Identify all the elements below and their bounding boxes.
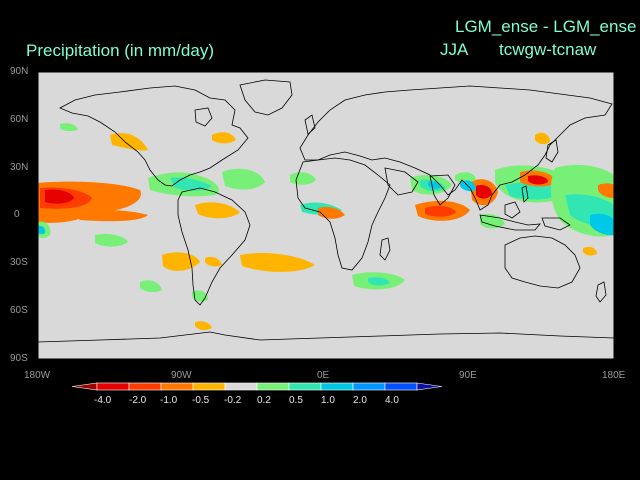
- anomaly-s-pacific-dry-2: [195, 321, 212, 331]
- anomaly-japan-dry: [535, 132, 550, 145]
- anomaly-gulf-guinea-dry: [318, 206, 345, 219]
- colorbar-arrow-right: [416, 382, 443, 391]
- lon-label-180e: 180E: [602, 370, 626, 381]
- coast-south-america: [177, 187, 251, 306]
- anomaly-s-pacific-wet: [95, 233, 128, 247]
- anomaly-coral-sea-dry: [583, 246, 597, 256]
- colorbar-swatch-10: [384, 382, 418, 391]
- coast-borneo: [504, 201, 521, 219]
- colorbar-swatch-1: [96, 382, 130, 391]
- lon-label-180w: 180W: [24, 370, 51, 381]
- lat-label-60n: 60N: [10, 114, 29, 125]
- coast-new-guinea: [541, 217, 571, 231]
- colorbar-label-6: 0.2: [257, 395, 271, 406]
- anomaly-w-pacific-edge-blue: [38, 225, 46, 235]
- anomaly-w-pacific-blue: [590, 213, 614, 236]
- colorbar-swatch-8: [320, 382, 354, 391]
- anomaly-s-atlantic-dry: [240, 253, 315, 272]
- lon-label-90w: 90W: [171, 370, 192, 381]
- coast-new-zealand: [595, 281, 607, 303]
- anomaly-s-pacific-dry: [162, 252, 200, 271]
- lon-label-0e: 0E: [317, 370, 330, 381]
- coast-antarctica: [38, 331, 614, 343]
- coast-australia: [504, 235, 581, 289]
- colorbar-swatch-5: [224, 382, 258, 391]
- lat-label-90s: 90S: [10, 353, 28, 364]
- anomaly-east-asia-core: [528, 175, 548, 185]
- colorbar-label-5: -0.2: [224, 395, 242, 406]
- experiment-label: tcwgw-tcnaw: [499, 40, 597, 59]
- colorbar-label-1: -4.0: [94, 395, 112, 406]
- precip-anomaly-layer: [38, 123, 614, 331]
- colorbar-label-3: -1.0: [160, 395, 178, 406]
- coast-hudson-bay: [194, 107, 213, 127]
- map-title-right: LGM_ense - LGM_ense: [455, 17, 637, 36]
- coast-greenland: [239, 79, 293, 116]
- colorbar-swatch-9: [352, 382, 386, 391]
- lon-label-90e: 90E: [459, 370, 477, 381]
- coast-madagascar: [379, 237, 391, 261]
- anomaly-s-america-dry: [205, 256, 222, 267]
- anomaly-nw-america: [110, 133, 148, 151]
- coast-uk: [304, 114, 316, 135]
- variable-label: Precipitation (in mm/day): [26, 41, 215, 60]
- season-label: JJA: [440, 40, 469, 59]
- coast-philippines: [521, 185, 529, 203]
- coast-eurasia: [299, 85, 613, 211]
- colorbar-label-8: 1.0: [321, 395, 335, 406]
- coastline-layer: [38, 79, 614, 343]
- colorbar-label-2: -2.0: [129, 395, 147, 406]
- lat-label-60s: 60S: [10, 305, 28, 316]
- colorbar-swatch-4: [192, 382, 226, 391]
- anomaly-east-asia-cyan: [505, 182, 565, 200]
- anomaly-bengal-wet: [455, 172, 476, 183]
- colorbar-arrow-left: [71, 382, 98, 391]
- colorbar: [71, 382, 443, 391]
- coast-indonesia: [479, 214, 541, 231]
- map-frame: [37, 71, 615, 360]
- coast-north-america: [59, 85, 249, 187]
- anomaly-w-indian-core: [425, 205, 456, 217]
- anomaly-nw-pacific-green: [60, 123, 78, 132]
- colorbar-swatch-2: [128, 382, 162, 391]
- colorbar-label-7: 0.5: [289, 395, 303, 406]
- anomaly-bay-bengal-core: [476, 184, 492, 199]
- coast-arabia: [384, 167, 419, 196]
- anomaly-s-atlantic-green: [140, 280, 162, 293]
- lat-label-30n: 30N: [10, 162, 29, 173]
- colorbar-swatch-7: [288, 382, 322, 391]
- anomaly-east-pacific-core: [45, 189, 74, 204]
- coast-india: [429, 174, 456, 206]
- anomaly-amazon-dry: [195, 202, 240, 219]
- colorbar-label-4: -0.5: [192, 395, 210, 406]
- lat-label-30s: 30S: [10, 257, 28, 268]
- anomaly-pacific-band: [70, 209, 148, 222]
- colorbar-label-10: 4.0: [385, 395, 399, 406]
- colorbar-swatch-3: [160, 382, 194, 391]
- coast-japan: [545, 139, 559, 163]
- anomaly-canada: [212, 132, 236, 144]
- anomaly-india-blue: [428, 181, 440, 189]
- anomaly-date-line-dry: [598, 183, 614, 198]
- colorbar-swatch-6: [256, 382, 290, 391]
- anomaly-s-indian-cyan: [368, 277, 390, 286]
- anomaly-caribbean-cyan: [170, 177, 212, 191]
- colorbar-label-9: 2.0: [353, 395, 367, 406]
- lat-label-90n: 90N: [10, 66, 29, 77]
- lat-label-0: 0: [14, 209, 20, 220]
- coast-africa: [295, 157, 391, 271]
- anomaly-atlantic-wet: [222, 168, 265, 190]
